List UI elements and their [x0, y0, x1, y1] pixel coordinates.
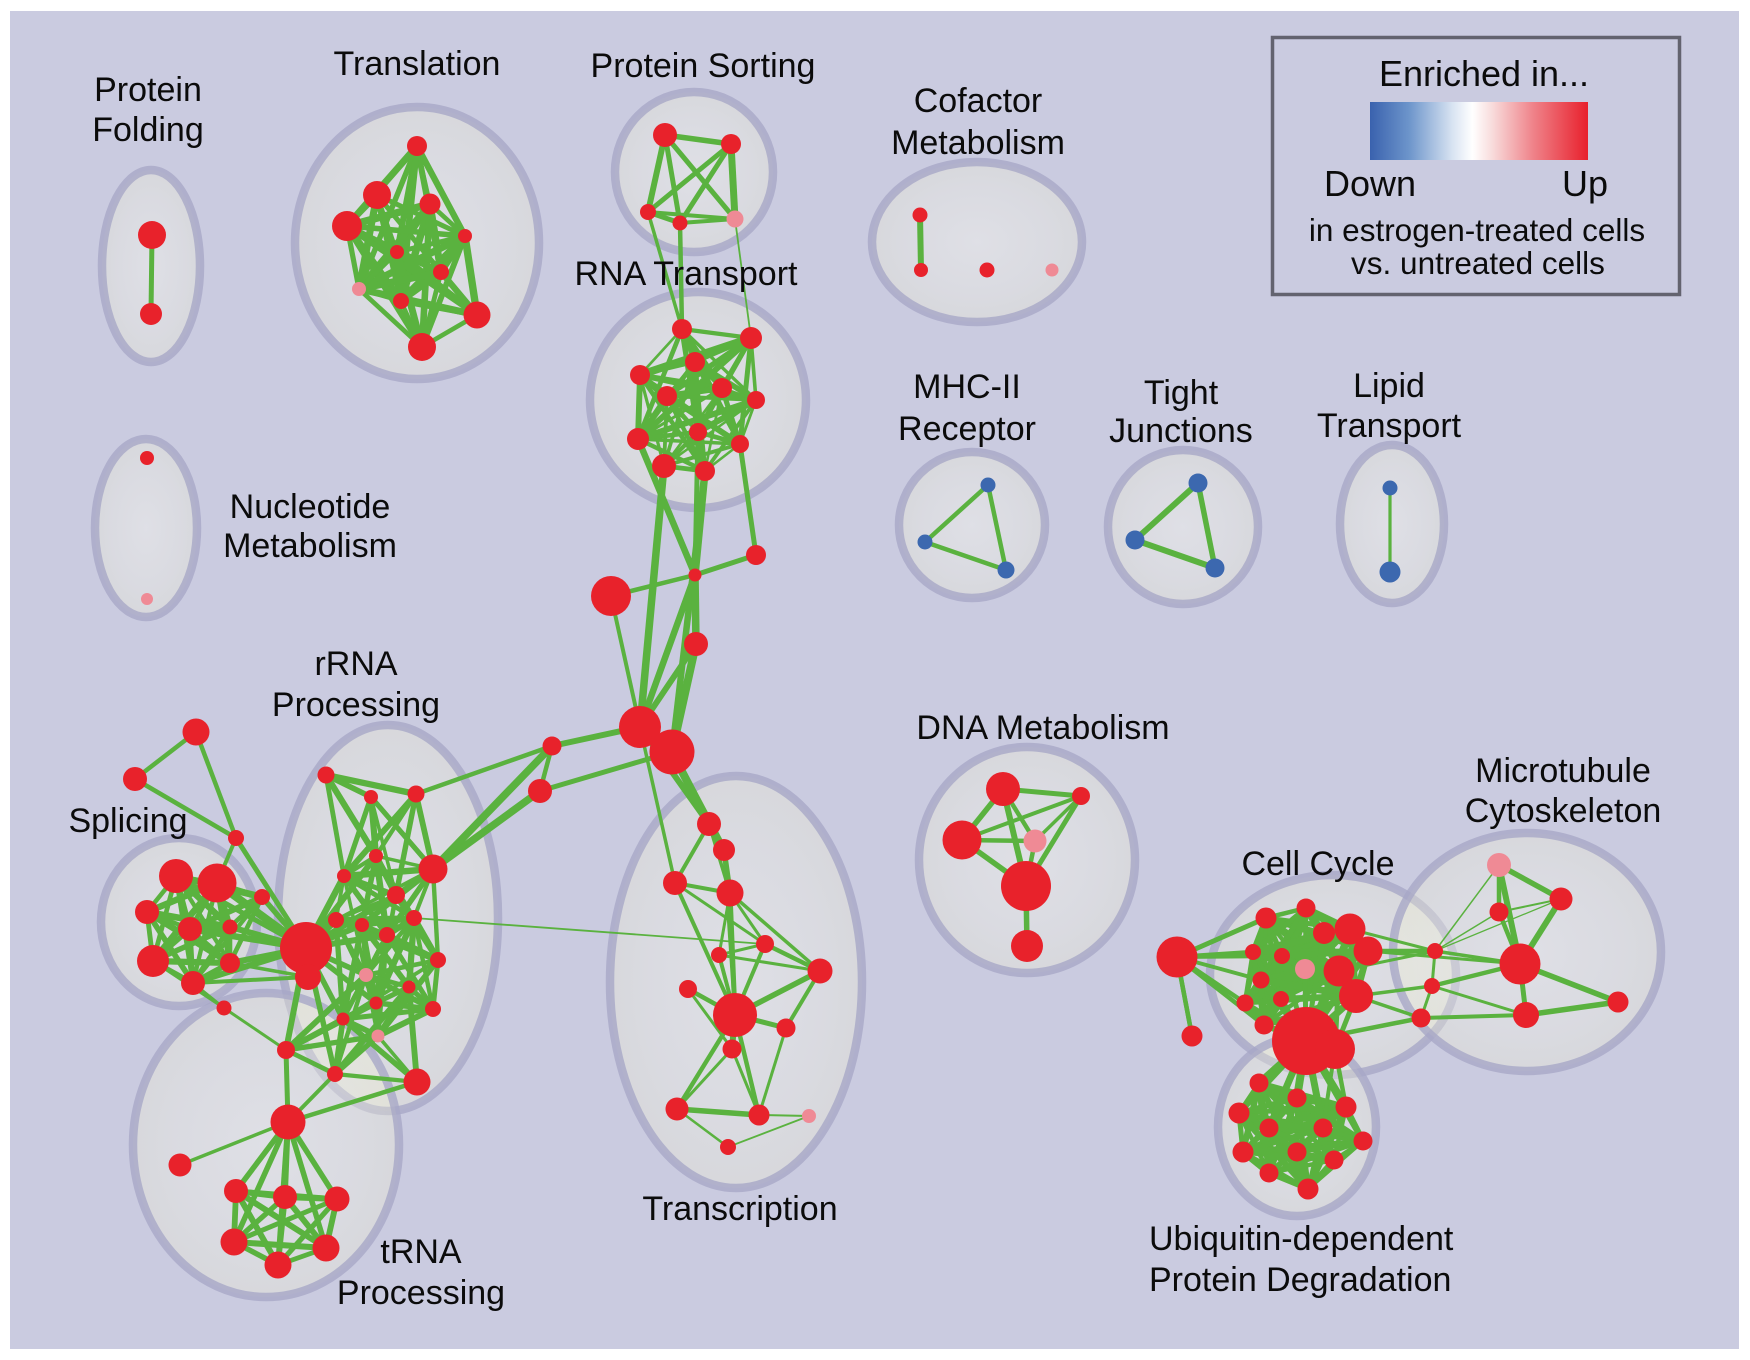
- svg-text:Protein Degradation: Protein Degradation: [1149, 1261, 1451, 1299]
- svg-text:Down: Down: [1324, 163, 1416, 204]
- svg-text:Protein Sorting: Protein Sorting: [591, 47, 816, 85]
- svg-text:Splicing: Splicing: [68, 802, 187, 840]
- svg-text:Ubiquitin-dependent: Ubiquitin-dependent: [1149, 1220, 1454, 1258]
- svg-text:Microtubule: Microtubule: [1475, 752, 1651, 790]
- svg-text:Protein: Protein: [94, 71, 202, 109]
- svg-text:Cofactor: Cofactor: [914, 82, 1043, 120]
- svg-text:Up: Up: [1562, 163, 1608, 204]
- svg-text:Translation: Translation: [334, 45, 501, 83]
- svg-text:Tight: Tight: [1144, 374, 1219, 412]
- svg-text:Cytoskeleton: Cytoskeleton: [1465, 792, 1662, 830]
- svg-text:MHC-II: MHC-II: [913, 368, 1021, 406]
- svg-text:Nucleotide: Nucleotide: [230, 488, 391, 526]
- svg-text:Junctions: Junctions: [1109, 412, 1253, 450]
- svg-text:Metabolism: Metabolism: [891, 124, 1065, 162]
- svg-text:Metabolism: Metabolism: [223, 527, 397, 565]
- svg-text:Transcription: Transcription: [642, 1190, 837, 1228]
- svg-text:rRNA: rRNA: [314, 645, 397, 683]
- svg-text:Lipid: Lipid: [1353, 367, 1425, 405]
- svg-text:Processing: Processing: [337, 1274, 505, 1312]
- svg-text:Processing: Processing: [272, 686, 440, 724]
- svg-text:Transport: Transport: [1317, 407, 1462, 445]
- svg-text:in estrogen-treated cells: in estrogen-treated cells: [1309, 212, 1645, 248]
- svg-text:vs. untreated cells: vs. untreated cells: [1351, 245, 1605, 281]
- svg-text:tRNA: tRNA: [380, 1233, 462, 1271]
- svg-text:Cell Cycle: Cell Cycle: [1241, 845, 1394, 883]
- svg-text:RNA Transport: RNA Transport: [575, 255, 799, 293]
- svg-text:DNA Metabolism: DNA Metabolism: [916, 709, 1169, 747]
- svg-text:Folding: Folding: [92, 111, 204, 149]
- svg-text:Receptor: Receptor: [898, 410, 1036, 448]
- svg-text:Enriched in...: Enriched in...: [1379, 53, 1589, 94]
